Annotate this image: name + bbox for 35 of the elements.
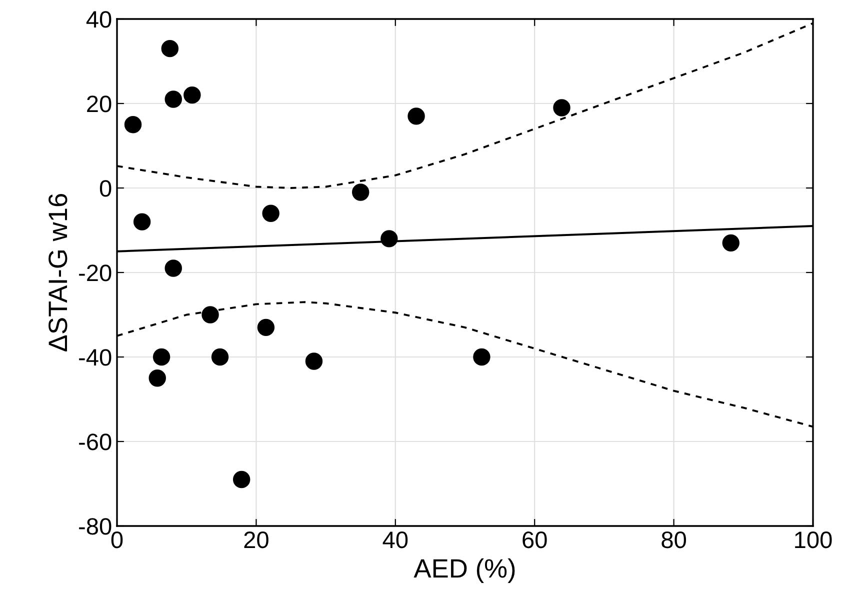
y-tick-label: -40 bbox=[79, 349, 112, 366]
point bbox=[473, 348, 490, 366]
point bbox=[232, 470, 250, 488]
point bbox=[184, 86, 201, 104]
point bbox=[164, 260, 182, 277]
point bbox=[124, 116, 142, 134]
point bbox=[408, 108, 425, 125]
point bbox=[211, 348, 229, 366]
x-axis-title: AED (%) bbox=[414, 558, 515, 584]
point bbox=[202, 306, 219, 324]
x-tick-label: 20 bbox=[244, 531, 268, 548]
point bbox=[352, 184, 370, 201]
x-tick-label: 80 bbox=[662, 531, 686, 548]
point bbox=[148, 370, 166, 387]
y-tick-label: 20 bbox=[87, 96, 112, 112]
point bbox=[257, 318, 275, 336]
y-tick-label: -60 bbox=[79, 434, 112, 450]
x-tick-label: 40 bbox=[382, 531, 408, 548]
point bbox=[305, 352, 323, 370]
point bbox=[152, 348, 170, 366]
y-tick-label: -20 bbox=[79, 264, 112, 282]
y-tick-label: 0 bbox=[100, 180, 112, 197]
x-tick-label: 0 bbox=[111, 531, 123, 548]
x-tick-label: 60 bbox=[522, 531, 547, 548]
x-tick-label: 100 bbox=[795, 531, 832, 548]
point bbox=[722, 234, 740, 252]
y-axis-title: ΔSTAI-G w16 bbox=[48, 194, 68, 352]
point bbox=[262, 204, 280, 222]
point bbox=[553, 99, 570, 116]
point bbox=[161, 40, 179, 58]
y-tick-label: -80 bbox=[79, 518, 112, 535]
point bbox=[133, 213, 151, 230]
point bbox=[164, 90, 182, 108]
y-tick-label: 40 bbox=[86, 11, 112, 28]
point bbox=[380, 230, 398, 248]
